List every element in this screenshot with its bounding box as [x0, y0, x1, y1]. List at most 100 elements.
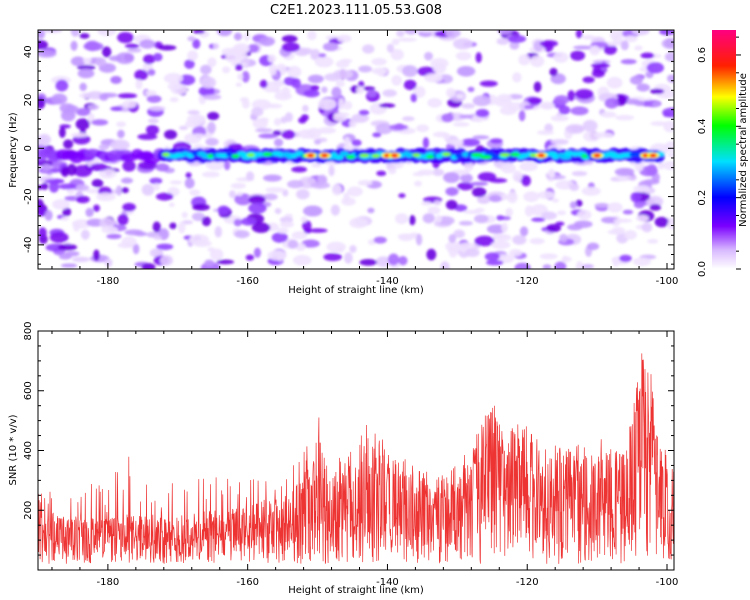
spectrogram-noise-blob — [650, 121, 668, 126]
spectrogram-band-blob — [262, 152, 273, 157]
spectrogram-noise-blob — [620, 40, 629, 51]
spectrogram-noise-blob — [335, 80, 345, 87]
spectrogram-noise-blob — [489, 178, 508, 183]
spectrogram-noise-blob — [310, 181, 331, 189]
spectrogram-noise-blob — [91, 119, 109, 126]
spectrogram-noise-blob — [152, 221, 161, 233]
spectrogram-band-blob — [334, 154, 344, 160]
spectrogram-noise-blob — [569, 183, 580, 192]
spectrogram-noise-blob — [524, 205, 534, 217]
spectrogram-noise-blob — [391, 75, 402, 86]
spectrogram-noise-blob — [567, 90, 576, 102]
spectrogram-noise-blob — [389, 124, 409, 131]
spectrogram-noise-blob — [422, 137, 430, 149]
spectrogram-noise-blob — [262, 174, 282, 182]
spectrogram-noise-blob — [135, 79, 143, 90]
spectrogram-noise-blob — [81, 229, 90, 240]
spectrogram-noise-blob — [461, 103, 475, 109]
snr-x-tick-label: -180 — [97, 577, 120, 588]
spectrogram-noise-blob — [296, 189, 310, 200]
spectrogram-x-tick-label: -120 — [516, 276, 539, 287]
spectrogram-noise-blob — [343, 136, 351, 148]
spectrogram-noise-blob — [38, 133, 52, 146]
spectrogram-noise-blob — [301, 239, 320, 248]
spectrogram-noise-blob — [537, 191, 556, 199]
spectrogram-noise-blob — [75, 107, 91, 117]
spectrogram-noise-blob — [421, 201, 432, 206]
spectrogram-noise-blob — [265, 187, 286, 193]
spectrogram-band-blob — [207, 153, 214, 158]
spectrogram-noise-blob — [187, 50, 198, 61]
spectrogram-noise-blob — [424, 51, 433, 61]
spectrogram-noise-blob — [303, 89, 320, 98]
spectrogram-noise-blob — [153, 53, 163, 62]
spectrogram-noise-blob — [641, 222, 653, 233]
spectrogram-noise-blob — [664, 52, 674, 62]
spectrogram-noise-blob — [662, 160, 674, 171]
spectrogram-noise-blob — [632, 257, 651, 267]
spectrogram-noise-blob — [245, 254, 255, 261]
spectrogram-noise-blob — [613, 218, 633, 223]
spectrogram-noise-blob — [192, 203, 210, 211]
spectrogram-noise-blob — [575, 199, 583, 207]
spectrogram-noise-blob — [447, 139, 464, 146]
spectrogram-noise-blob — [362, 86, 376, 91]
spectrogram-noise-blob — [496, 93, 513, 103]
spectrogram-noise-blob — [458, 220, 473, 226]
spectrogram-noise-blob — [251, 107, 264, 117]
spectrogram-noise-blob — [331, 86, 342, 99]
spectrogram-noise-blob — [83, 41, 104, 51]
spectrogram-noise-blob — [233, 218, 242, 227]
spectrogram-noise-blob — [558, 105, 571, 115]
spectrogram-noise-blob — [475, 52, 482, 64]
colorbar-ticks: 0.0 0.2 0.4 0.6 — [697, 36, 741, 277]
spectrogram-noise-blob — [464, 161, 474, 172]
spectrogram-peak-blob — [537, 153, 545, 158]
spectrogram-noise-blob — [95, 57, 107, 67]
spectrogram-noise-blob — [548, 168, 556, 179]
spectrogram-noise-blob — [432, 62, 447, 74]
spectrogram-noise-blob — [469, 181, 489, 186]
spectrogram-noise-blob — [570, 50, 586, 61]
spectrogram-noise-blob — [575, 30, 583, 39]
spectrogram-noise-blob — [75, 184, 90, 191]
spectrogram-peak-blob — [307, 153, 315, 158]
spectrogram-noise-blob — [268, 63, 278, 76]
spectrogram-noise-blob — [612, 257, 619, 267]
spectrogram-noise-blob — [204, 259, 215, 267]
spectrogram-noise-blob — [124, 43, 140, 49]
spectrogram-noise-blob — [263, 193, 278, 201]
spectrogram-noise-blob — [101, 46, 112, 58]
spectrogram-noise-blob — [63, 139, 74, 149]
spectrogram-noise-blob — [594, 202, 610, 208]
spectrogram-noise-blob — [342, 100, 353, 110]
spectrogram-noise-blob — [657, 162, 665, 170]
spectrogram-noise-blob — [351, 139, 362, 147]
spectrogram-noise-blob — [413, 86, 426, 98]
spectrogram-noise-blob — [280, 116, 288, 124]
spectrogram-noise-blob — [337, 34, 352, 43]
spectrogram-noise-blob — [445, 87, 456, 98]
spectrogram-noise-blob — [471, 187, 487, 198]
spectrogram-noise-blob — [455, 51, 472, 61]
spectrogram-noise-blob — [541, 211, 557, 220]
spectrogram-noise-blob — [241, 70, 250, 83]
spectrogram-band-blob — [346, 154, 356, 159]
spectrogram-noise-blob — [454, 204, 468, 212]
spectrogram-noise-blob — [77, 68, 95, 79]
colorbar: 0.0 0.2 0.4 0.6 Normalized spectral amplitu… — [697, 30, 749, 277]
spectrogram-noise-blob — [291, 166, 308, 173]
snr-x-tick-label: -160 — [236, 577, 259, 588]
spectrogram-noise-blob — [324, 73, 342, 82]
spectrogram-noise-blob — [205, 137, 219, 146]
spectrogram-noise-blob — [314, 56, 334, 68]
spectrogram-noise-blob — [358, 65, 373, 73]
snr-x-tick-label: -100 — [656, 577, 679, 588]
spectrogram-noise-blob — [85, 207, 94, 217]
spectrogram-noise-blob — [472, 135, 490, 140]
spectrogram-noise-blob — [628, 175, 637, 181]
spectrogram-y-tick-label: -20 — [23, 188, 34, 204]
spectrogram-noise-blob — [70, 30, 80, 37]
spectrogram-band-blob — [564, 151, 574, 157]
spectrogram-noise-blob — [581, 264, 594, 269]
